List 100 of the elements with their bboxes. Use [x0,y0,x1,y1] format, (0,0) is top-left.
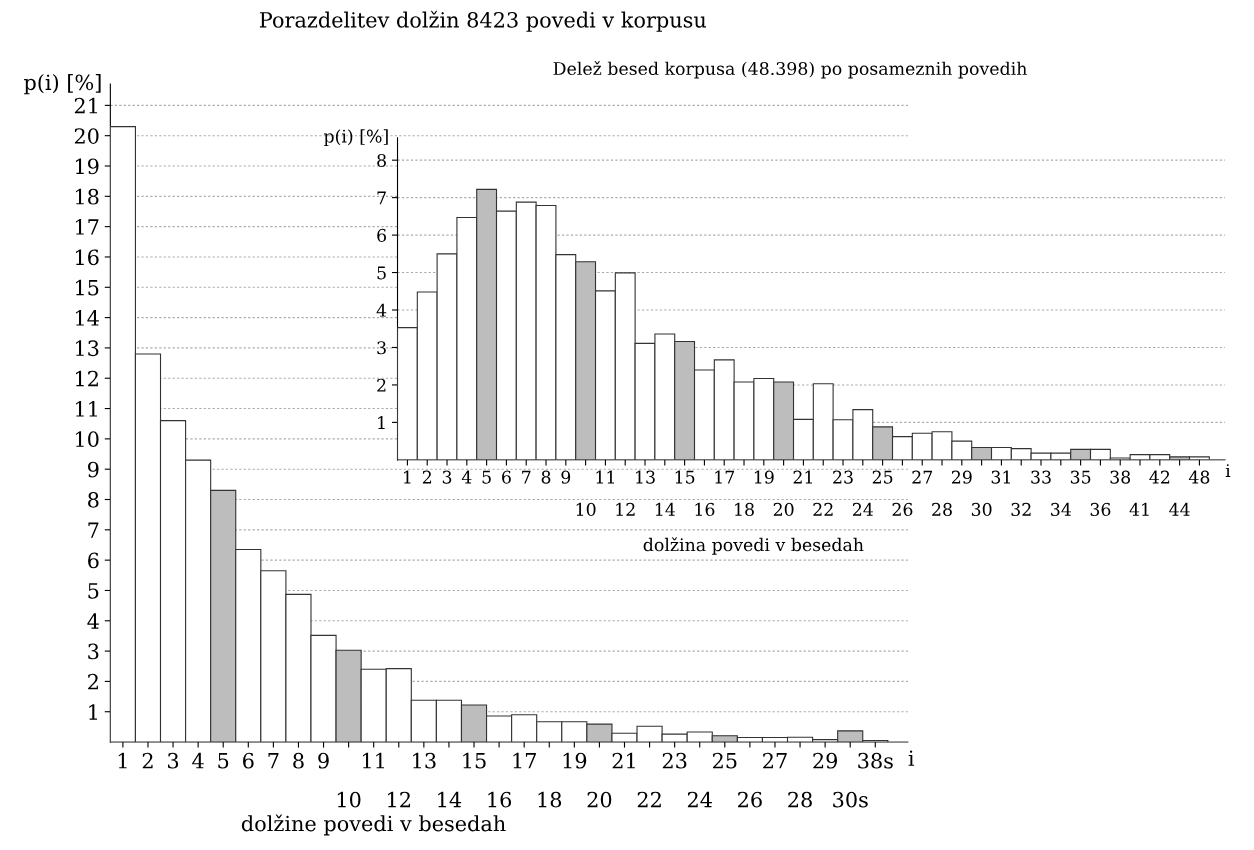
x-tick-label: 27 [912,470,933,484]
y-tick-label: 10 [75,431,99,448]
y-tick-label: 15 [75,279,99,296]
y-tick-label: 19 [75,158,99,175]
x-tick-label: 19 [754,470,774,484]
x-tick-label: 29 [813,752,837,769]
y-tick-label: 4 [87,613,99,629]
x-tick-label: 48 [1188,470,1210,484]
y-tick-label: 7 [377,191,386,205]
x-tick-label: 25 [872,470,893,484]
y-tick-label: 1 [89,704,97,720]
x-tick-label: 16 [695,502,715,516]
x-tick-label: 22 [813,502,833,516]
x-tick-label: 31 [991,470,1010,484]
y-tick-label: 8 [377,153,386,168]
x-tick-label: 23 [833,470,853,484]
x-tick-label: 20 [773,502,794,516]
chart-title: Porazdelitev dolžin 8423 povedi v korpusu [259,10,707,32]
x-axis-title: dolžine povedi v besedah [241,814,506,836]
x-tick-label: 6 [502,470,511,484]
x-tick-label: 1 [404,470,411,484]
x-tick-label: 20 [587,791,612,808]
x-tick-label: 10 [576,502,596,516]
x-axis-title: dolžina povedi v besedah [643,537,864,555]
y-tick-label: 2 [377,378,386,392]
x-tick-label: 24 [687,791,712,808]
y-tick-label: 17 [75,219,99,235]
x-tick-label: 4 [192,752,204,769]
y-tick-label: 21 [74,97,97,114]
x-tick-label: 8 [541,470,551,484]
x-tick-label: 12 [388,791,410,808]
x-tick-label: 16 [488,791,512,808]
x-tick-label: 38s [858,752,893,769]
x-tick-label: 18 [735,502,754,516]
y-tick-label: 3 [377,341,386,355]
x-tick-label: 30 [971,502,992,516]
x-tick-label: 8 [293,752,304,769]
x-tick-label: 1 [118,752,127,769]
x-tick-label: 21 [793,470,812,484]
y-tick-label: 12 [75,370,98,387]
y-tick-label: 5 [88,583,99,599]
x-tick-label: 17 [715,470,735,484]
x-tick-label: 36 [1090,502,1111,516]
x-tick-label: 6 [243,752,254,769]
y-tick-label: 13 [75,340,99,357]
x-tick-label: 41 [1129,502,1149,516]
x-tick-label: 7 [268,753,279,769]
x-tick-label: 32 [1011,502,1031,516]
x-tick-label: 23 [662,752,687,769]
x-tick-label: 28 [932,502,952,516]
x-tick-label: 9 [318,752,329,769]
x-tick-label: 5 [218,753,229,769]
x-tick-label: 26 [738,791,762,808]
x-tick-label: 2 [422,470,432,484]
x-tick-label: 21 [612,752,635,769]
x-tick-label: 19 [563,752,587,769]
y-tick-label: 18 [75,188,99,205]
y-axis-title: p(i) [%] [323,129,388,147]
y-tick-label: 5 [377,266,386,280]
x-tick-label: 38 [1110,470,1131,484]
y-tick-label: 6 [377,228,387,242]
text: i [1225,464,1231,477]
x-tick-label: 9 [561,470,571,484]
y-tick-label: 7 [88,522,99,538]
x-tick-label: 44 [1169,502,1190,516]
x-tick-label: 5 [482,470,491,484]
x-tick-label: 25 [712,752,737,769]
x-tick-label: 42 [1149,470,1170,484]
chart-title: Delež besed korpusa (48.398) po posameznih povedih [553,60,1027,79]
y-tick-label: 11 [75,401,97,417]
x-tick-label: 3 [442,470,452,484]
y-tick-label: 4 [376,303,387,317]
x-tick-label: 26 [892,502,913,516]
x-tick-label: 13 [636,470,655,484]
x-tick-label: 30s [833,791,868,808]
y-tick-label: 20 [74,128,99,144]
x-tick-label: 4 [461,470,472,484]
x-tick-label: 11 [596,470,614,484]
x-tick-label: 34 [1051,502,1071,516]
x-tick-label: 28 [788,791,812,808]
x-tick-label: 29 [951,470,972,484]
x-tick-label: 13 [413,752,436,769]
y-tick-label: 14 [75,310,99,326]
x-tick-label: 24 [852,502,873,516]
x-tick-label: 15 [463,752,486,769]
y-tick-label: 1 [378,416,385,429]
y-tick-label: 2 [88,673,98,690]
y-tick-label: 6 [88,552,99,569]
x-tick-label: 33 [1031,470,1051,484]
y-tick-label: 3 [88,643,99,660]
x-tick-label: 3 [168,752,179,769]
x-tick-label: 17 [513,752,536,769]
x-tick-label: 10 [337,791,361,808]
x-tick-label: 18 [538,791,562,808]
y-tick-label: 16 [75,249,99,266]
x-tick-label: 35 [1070,470,1091,484]
x-tick-label: 15 [675,470,695,484]
x-tick-label: 27 [763,752,787,769]
x-tick-label: 12 [616,502,635,516]
x-tick-label: 22 [637,791,661,808]
